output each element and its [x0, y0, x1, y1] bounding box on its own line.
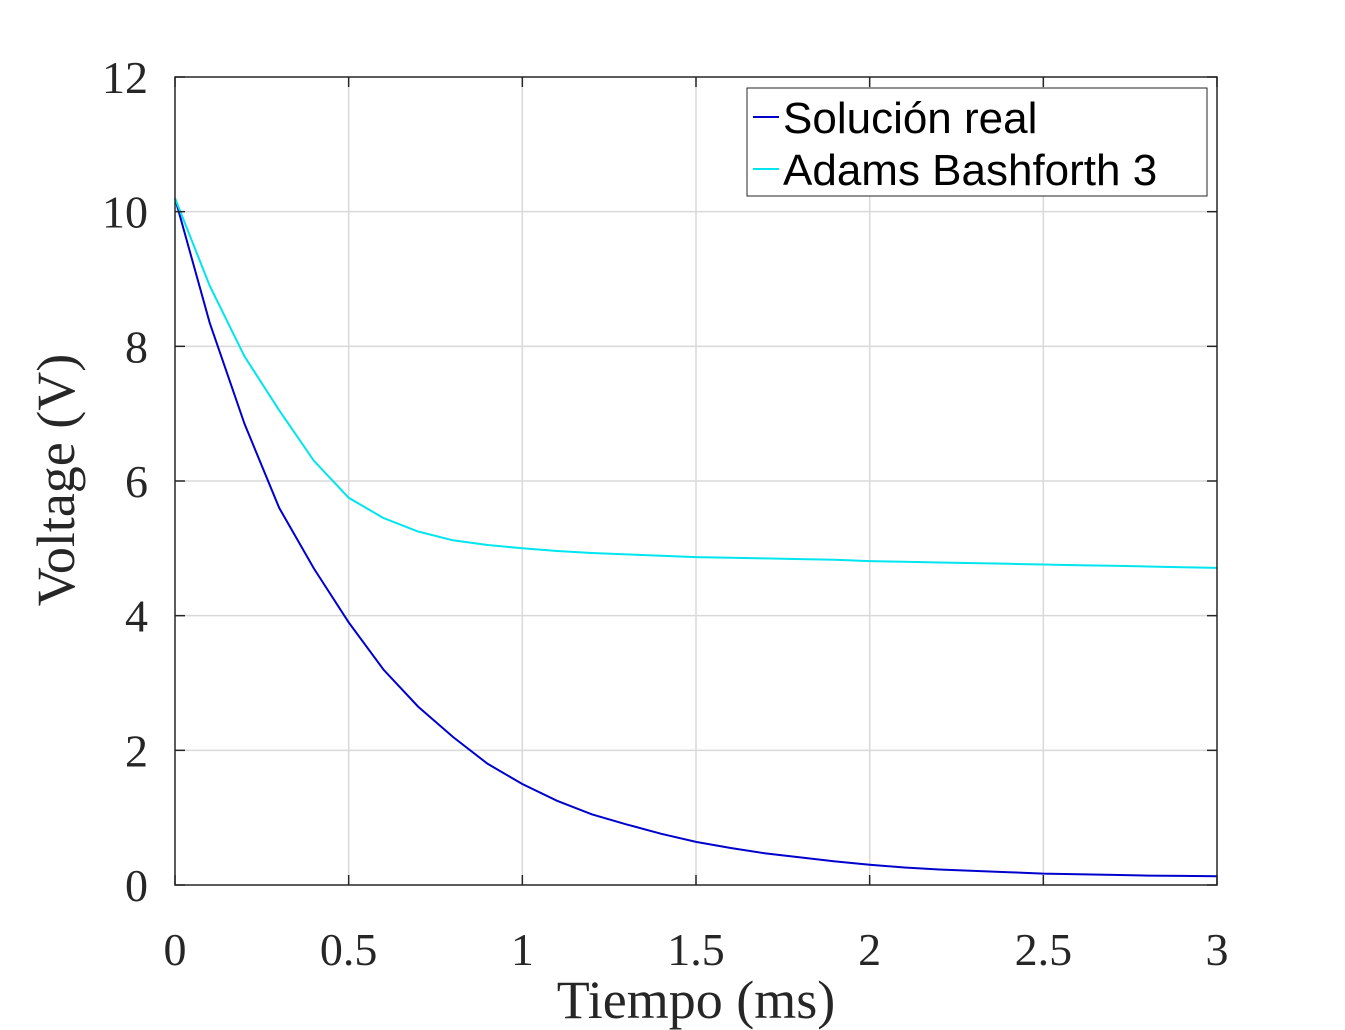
series-layer [174, 197, 1218, 878]
series-line-adams-bashforth-3 [174, 197, 1218, 569]
x-tick-label: 3 [1206, 924, 1229, 975]
series-line-soluci-n-real [174, 197, 1218, 878]
grid [175, 77, 1217, 885]
legend-label-solucion-real: Solución real [783, 94, 1037, 143]
y-tick-label: 10 [102, 187, 148, 238]
x-tick-label: 2.5 [1015, 924, 1073, 975]
x-tick-label: 1 [511, 924, 534, 975]
x-axis-title: Tiempo (ms) [557, 970, 836, 1030]
y-tick-label: 8 [125, 321, 148, 372]
y-tick-label: 6 [125, 456, 148, 507]
y-axis-ticks: 0 2 4 6 8 10 12 [102, 52, 1217, 911]
x-tick-label: 0 [164, 924, 187, 975]
y-axis-title: Voltage (V) [26, 354, 86, 606]
y-tick-label: 12 [102, 52, 148, 103]
x-tick-label: 0.5 [320, 924, 378, 975]
y-tick-label: 2 [125, 725, 148, 776]
legend-box [746, 87, 1208, 197]
x-axis-ticks: 0 0.5 1 1.5 2 2.5 3 [164, 77, 1229, 975]
legend-label-adams-bashforth-3: Adams Bashforth 3 [783, 146, 1157, 195]
x-tick-label: 1.5 [667, 924, 725, 975]
y-tick-label: 0 [125, 860, 148, 911]
y-tick-label: 4 [125, 591, 148, 642]
x-tick-label: 2 [858, 924, 881, 975]
legend: Solución real Adams Bashforth 3 [746, 87, 1208, 197]
